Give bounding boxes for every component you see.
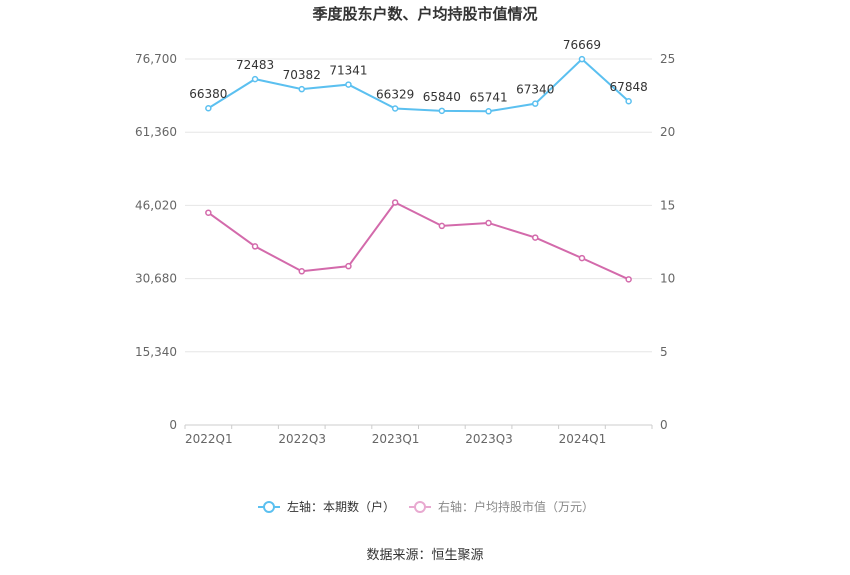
- left-axis-tick-label: 15,340: [135, 345, 177, 359]
- data-point[interactable]: [205, 209, 212, 216]
- data-point[interactable]: [205, 104, 212, 112]
- x-axis-tick-label: 2023Q3: [465, 432, 513, 446]
- series-avg-market-value: [205, 199, 632, 283]
- right-axis-tick-label: 5: [660, 345, 668, 359]
- series-shareholders: 66380 72483 70382 71341 66329 65840 65741 67340…: [189, 38, 648, 115]
- data-label: 67848: [610, 80, 648, 94]
- x-axis-tick-label: 2024Q1: [559, 432, 607, 446]
- data-point[interactable]: [578, 254, 586, 262]
- series-line: [207, 201, 630, 281]
- right-axis-tick-label: 20: [660, 125, 675, 139]
- data-point[interactable]: [625, 97, 632, 105]
- data-point[interactable]: [251, 243, 259, 250]
- data-label: 65840: [423, 90, 461, 104]
- data-point[interactable]: [625, 276, 632, 283]
- data-label: 70382: [283, 68, 321, 82]
- data-point[interactable]: [578, 55, 586, 63]
- data-point[interactable]: [345, 262, 352, 270]
- data-source: 数据来源：恒生聚源: [366, 548, 483, 563]
- legend: 左轴：本期数（户） 右轴：户均持股市值（万元）: [258, 499, 594, 514]
- legend-item-left[interactable]: 左轴：本期数（户）: [258, 499, 395, 514]
- data-label: 76669: [563, 38, 601, 52]
- data-point[interactable]: [391, 199, 399, 206]
- legend-marker-left: [263, 501, 275, 513]
- data-label: 71341: [329, 64, 367, 78]
- data-point[interactable]: [438, 107, 446, 115]
- legend-marker-right: [414, 501, 426, 513]
- data-label: 66329: [376, 87, 414, 101]
- data-point[interactable]: [251, 75, 259, 83]
- left-axis-tick-label: 0: [169, 418, 177, 432]
- legend-label-left: 左轴：本期数（户）: [287, 499, 395, 514]
- data-point[interactable]: [532, 234, 539, 241]
- data-label: 65741: [469, 90, 507, 104]
- data-label: 67340: [516, 83, 554, 97]
- grid-lines: [185, 58, 652, 426]
- right-axis-tick-label: 15: [660, 198, 675, 212]
- right-axis-tick-label: 10: [660, 272, 675, 286]
- left-axis-ticks: 0 15,340 30,680 46,020 61,360 76,700: [135, 52, 177, 432]
- legend-label-right: 右轴：户均持股市值（万元）: [438, 499, 594, 514]
- data-point[interactable]: [485, 108, 492, 115]
- right-axis-tick-label: 25: [660, 52, 675, 66]
- x-axis-tick-label: 2023Q1: [372, 432, 420, 446]
- data-label: 72483: [236, 58, 274, 72]
- series-line: [207, 57, 630, 113]
- left-axis-tick-label: 76,700: [135, 52, 177, 66]
- data-label: 66380: [189, 87, 227, 101]
- left-axis-tick-label: 30,680: [135, 272, 177, 286]
- data-point[interactable]: [298, 85, 305, 93]
- x-axis-tick-label: 2022Q3: [278, 432, 326, 446]
- data-point[interactable]: [345, 81, 352, 88]
- right-axis-ticks: 0 5 10 15 20 25: [660, 52, 675, 432]
- legend-item-right[interactable]: 右轴：户均持股市值（万元）: [409, 499, 594, 514]
- data-point[interactable]: [298, 268, 305, 275]
- left-axis-tick-label: 46,020: [135, 198, 177, 212]
- right-axis-tick-label: 0: [660, 418, 668, 432]
- data-point[interactable]: [532, 100, 539, 107]
- x-axis-tick-label: 2022Q1: [185, 432, 233, 446]
- data-point[interactable]: [391, 105, 399, 112]
- data-point[interactable]: [485, 219, 492, 227]
- chart-title: 季度股东户数、户均持股市值情况: [312, 5, 537, 23]
- x-axis-ticks: 2022Q1 2022Q3 2023Q1 2023Q3 2024Q1: [184, 425, 653, 446]
- left-axis-tick-label: 61,360: [135, 125, 177, 139]
- data-point[interactable]: [438, 222, 446, 230]
